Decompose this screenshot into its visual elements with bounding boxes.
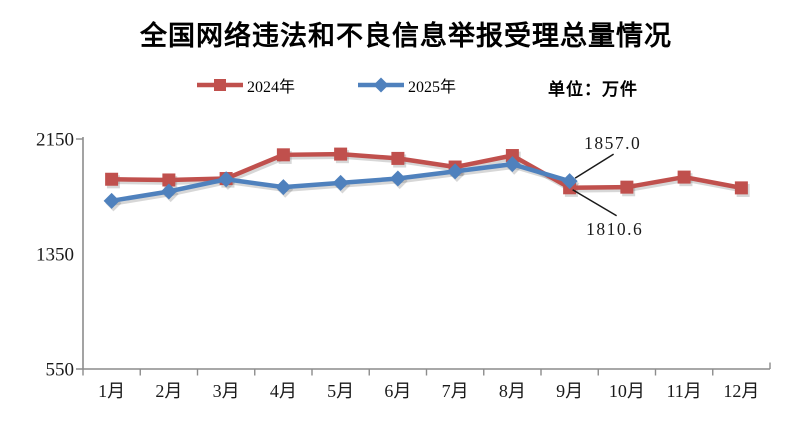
marker-square [734,181,748,195]
marker-square [276,148,290,162]
marker-square [620,180,634,194]
legend-diamond-2025 [373,77,389,93]
x-tick-label: 10月 [609,381,645,401]
series-line-2024年 [109,151,744,191]
x-tick-label: 2月 [155,381,182,401]
marker-square [334,147,348,161]
x-tick-label: 4月 [270,381,297,401]
marker-diamond [561,173,578,190]
legend-label-2024: 2024年 [247,79,296,96]
x-tick-label: 8月 [499,381,526,401]
marker-diamond [275,179,292,196]
x-tick-label: 7月 [442,381,469,401]
unit-label: 单位：万件 [548,80,638,99]
legend-marker-2024-icon [197,79,243,91]
marker-square [162,173,176,187]
x-tick-label: 11月 [666,381,701,401]
marker-square [677,170,691,184]
marker-diamond [218,171,235,188]
marker-square [105,172,119,186]
annotation-leader-line [572,189,618,217]
marker-diamond [103,192,120,209]
annotation-value-label: 1810.6 [586,219,643,239]
legend-item-2024: 2024年 [196,75,296,96]
x-tick-label: 12月 [723,381,759,401]
marker-square [505,149,519,163]
x-tick-label: 5月 [327,381,354,401]
y-tick-label: 2150 [36,130,74,151]
legend-square-2024 [214,79,226,91]
y-tick-label: 550 [46,360,75,381]
marker-diamond [447,163,464,180]
annotation-leader-line [574,153,615,179]
legend-marker-2025-icon [358,77,404,93]
legend-label-2025: 2025年 [408,79,457,96]
x-tick-label: 9月 [556,381,583,401]
legend-item-2025: 2025年 [357,75,457,96]
marker-diamond [389,170,406,187]
marker-diamond [160,183,177,200]
annotation-value-label: 1857.0 [584,133,641,153]
marker-diamond [332,174,349,191]
marker-diamond [504,156,521,173]
x-tick-label: 1月 [98,381,125,401]
x-tick-label: 3月 [213,381,240,401]
x-tick-label: 6月 [384,381,411,401]
chart-title: 全国网络违法和不良信息举报受理总量情况 [140,21,672,51]
y-tick-label: 1350 [36,245,74,266]
marker-square [391,151,405,165]
